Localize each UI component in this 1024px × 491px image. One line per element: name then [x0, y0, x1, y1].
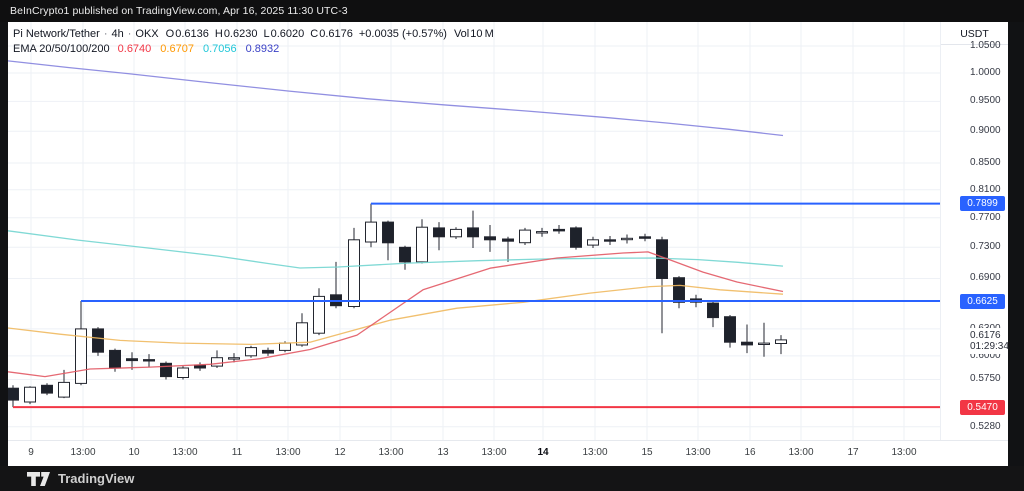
volume-label: Vol — [453, 27, 470, 40]
price-badge: 0.6625 — [960, 294, 1005, 309]
time-axis[interactable]: 9 13:00 10 13:00 11 13:00 12 13:00 13 13:00 14 13:0… — [8, 440, 1008, 466]
ema-20-line[interactable] — [8, 251, 784, 378]
time-tick: 13:00 — [275, 447, 301, 458]
price-axis[interactable]: USDT 1.0500 1.0000 0.9500 0.9000 0.8500 0.810… — [940, 22, 1009, 466]
ohlc-l: L 0.6020 — [263, 27, 305, 40]
ema-value-3: 0.8932 — [245, 42, 280, 55]
price-tick: 0.9000 — [970, 125, 1001, 136]
time-tick: 13:00 — [685, 447, 711, 458]
symbol-name: Pi Network/Tether — [13, 27, 100, 40]
chart-panel: Pi Network/Tether · 4h · OKX O 0.6136 H 0.6… — [8, 22, 1009, 466]
chart-canvas[interactable] — [8, 22, 940, 440]
tradingview-logo-icon[interactable] — [27, 471, 50, 486]
ema-50-line[interactable] — [8, 284, 784, 346]
time-tick: 16 — [744, 447, 756, 458]
time-tick: 9 — [28, 447, 34, 458]
interval-value: 4h — [111, 27, 124, 40]
ohlc-o: O 0.6136 — [165, 27, 209, 40]
ema-value-2: 0.7056 — [202, 42, 237, 55]
legend-separator: · — [127, 27, 132, 40]
ohlc-c: C 0.6176 — [310, 27, 353, 40]
ohlc-h: H 0.6230 — [214, 27, 258, 40]
symbol-legend[interactable]: Pi Network/Tether · 4h · OKX O 0.6136 H 0.6… — [13, 26, 494, 56]
price-tick: 0.6000 — [970, 350, 1001, 361]
price-tick: 1.0500 — [970, 40, 1001, 51]
price-tick: 0.8500 — [970, 157, 1001, 168]
ema-label: EMA 20/50/100/200 — [13, 42, 110, 55]
ohlc-values: O 0.6136 H 0.6230 L 0.6020 C 0.6176 — [166, 28, 359, 40]
countdown-timer: 01:29:34 — [970, 341, 1009, 352]
time-tick: 13:00 — [378, 447, 404, 458]
ema-200-line[interactable] — [8, 60, 784, 137]
time-tick: 11 — [231, 447, 243, 458]
time-tick: 15 — [641, 447, 653, 458]
time-tick: 13:00 — [891, 447, 917, 458]
price-badge: 0.7899 — [960, 196, 1005, 211]
price-tick: 0.6900 — [970, 272, 1001, 283]
last-price-value: 0.6176 — [970, 330, 1001, 341]
time-tick: 12 — [334, 447, 346, 458]
legend-row-symbol: Pi Network/Tether · 4h · OKX O 0.6136 H 0.6… — [13, 26, 494, 41]
price-tick: 0.7300 — [970, 241, 1001, 252]
time-tick: 13:00 — [70, 447, 96, 458]
legend-row-ema: EMA 20/50/100/200 0.6740 0.6707 0.7056 0.89… — [13, 41, 494, 56]
price-tick: 0.8100 — [970, 184, 1001, 195]
time-tick: 10 — [128, 447, 140, 458]
time-tick: 13:00 — [582, 447, 608, 458]
price-axis-currency: USDT — [941, 22, 1008, 45]
candles-group — [8, 203, 787, 408]
price-tick: 0.5750 — [970, 373, 1001, 384]
attribution-bar: BeInCrypto1 published on TradingView.com… — [0, 0, 1024, 22]
time-tick: 17 — [847, 447, 859, 458]
grid-lines — [8, 22, 940, 440]
ema-value-0: 0.6740 — [117, 42, 152, 55]
last-price-label: 0.6176 01:29:34 — [949, 328, 1009, 354]
time-tick: 13 — [437, 447, 449, 458]
ema-100-line[interactable] — [8, 230, 784, 269]
price-tick: 1.0000 — [970, 67, 1001, 78]
time-tick: 13:00 — [481, 447, 507, 458]
price-badge: 0.5470 — [960, 400, 1005, 415]
price-tick: 0.9500 — [970, 95, 1001, 106]
legend-separator: · — [103, 27, 108, 40]
ema-value-1: 0.6707 — [160, 42, 194, 55]
volume-value: 10 M — [470, 27, 494, 40]
time-tick: 13:00 — [788, 447, 814, 458]
footer-brand[interactable]: TradingView — [58, 471, 135, 486]
time-tick: 14 — [537, 447, 549, 458]
ema-values: 0.6740 0.6707 0.7056 0.8932 — [118, 43, 289, 55]
time-tick: 13:00 — [172, 447, 198, 458]
footer-bar: TradingView — [0, 466, 1024, 491]
price-tick: 0.5280 — [970, 421, 1001, 432]
attribution-text: BeInCrypto1 published on TradingView.com… — [10, 5, 348, 17]
exchange-name: OKX — [135, 27, 159, 40]
price-tick: 0.7700 — [970, 212, 1001, 223]
change-value: +0.0035 (+0.57%) — [358, 27, 447, 40]
